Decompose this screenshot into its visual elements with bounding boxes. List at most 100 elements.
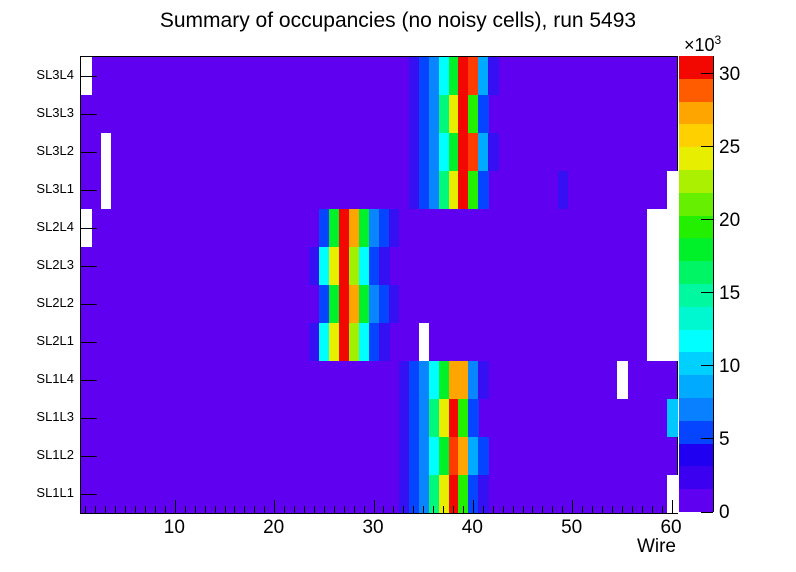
- heatmap-empty-cell-SL3L2-w3: [100, 133, 112, 172]
- colorbar-tick: [701, 219, 713, 221]
- heatmap-cell-SL3L1-w39: [458, 171, 469, 210]
- heatmap-cell-SL1L3-w39: [458, 399, 469, 438]
- x-axis-major-tick: [671, 500, 673, 513]
- heatmap-cell-SL1L3-w40: [468, 399, 479, 438]
- x-axis-minor-tick: [611, 506, 613, 513]
- heatmap-cell-SL2L4-w31: [379, 209, 390, 248]
- x-axis-minor-tick: [522, 506, 524, 513]
- x-axis-minor-tick: [363, 506, 365, 513]
- heatmap-empty-cell-SL2L3-w59: [657, 247, 668, 286]
- x-axis-minor-tick: [512, 506, 514, 513]
- x-axis-minor-tick: [294, 506, 296, 513]
- x-axis-minor-tick: [641, 506, 643, 513]
- colorbar-label-20: 20: [719, 209, 741, 231]
- colorbar-axis-line: [713, 56, 714, 512]
- heatmap-cell-SL2L2-w27: [339, 285, 350, 324]
- heatmap-cell-SL3L4-w34: [408, 57, 420, 96]
- colorbar-band: [679, 101, 713, 125]
- heatmap-cell-SL3L1-w49: [557, 171, 569, 210]
- x-axis-minor-tick: [433, 506, 435, 513]
- heatmap-cell-SL3L1-w36: [428, 171, 440, 210]
- x-axis-minor-tick: [413, 506, 415, 513]
- heatmap-cell-SL1L1-w39: [458, 475, 469, 514]
- heatmap-empty-cell-SL2L4-w58: [647, 209, 658, 248]
- y-axis-tick: [81, 227, 97, 229]
- heatmap-cell-SL2L3-w28: [349, 247, 360, 286]
- heatmap-cell-SL2L4-w28: [349, 209, 360, 248]
- x-axis-major-tick: [274, 500, 276, 513]
- heatmap-cell-SL3L2-w37: [438, 133, 450, 172]
- heatmap-cell-SL3L1-w34: [408, 171, 420, 210]
- heatmap-cell-SL3L3-w34: [408, 95, 420, 134]
- heatmap-cell-SL3L1-w37: [438, 171, 450, 210]
- colorbar-band: [679, 123, 713, 148]
- heatmap-cell-SL2L1-w28: [349, 323, 360, 362]
- heatmap-cell-SL1L4-w39: [458, 361, 469, 400]
- y-axis-tick: [81, 303, 97, 305]
- heatmap-cell-SL3L2-w38: [448, 133, 460, 172]
- heatmap-cell-SL2L1-w25: [319, 323, 330, 362]
- colorbar-label-5: 5: [719, 428, 730, 450]
- heatmap-empty-cell-SL3L1-w3: [100, 171, 112, 210]
- heatmap-empty-cell-SL2L1-w58: [647, 323, 658, 362]
- x-axis-minor-tick: [214, 506, 216, 513]
- x-axis-label-20: 20: [263, 517, 285, 538]
- heatmap-cell-SL2L4-w29: [359, 209, 370, 248]
- colorbar-band: [679, 169, 713, 193]
- x-axis-minor-tick: [482, 506, 484, 513]
- x-axis-label-50: 50: [561, 517, 583, 538]
- x-axis-minor-tick: [462, 506, 464, 513]
- x-axis-major-tick: [373, 500, 375, 513]
- y-axis-label-SL3L1: SL3L1: [36, 181, 74, 196]
- x-axis-minor-tick: [95, 506, 97, 513]
- heatmap-cell-SL2L3-w30: [369, 247, 380, 286]
- x-axis-minor-tick: [115, 506, 117, 513]
- heatmap-cell-SL2L4-w30: [369, 209, 380, 248]
- heatmap-empty-cell-SL2L3-w58: [647, 247, 658, 286]
- heatmap-cell-SL1L3-w36: [428, 399, 440, 438]
- chart-title: Summary of occupancies (no noisy cells),…: [159, 9, 637, 32]
- heatmap-cell-SL2L3-w31: [379, 247, 390, 286]
- heatmap-cell-SL3L4-w36: [428, 57, 440, 96]
- heatmap-cell-SL1L2-w39: [458, 437, 469, 476]
- y-axis-tick: [81, 455, 97, 457]
- heatmap-cell-SL2L2-w28: [349, 285, 360, 324]
- x-axis-minor-tick: [125, 506, 127, 513]
- colorbar-band: [679, 351, 713, 376]
- heatmap-cell-SL1L4-w38: [448, 361, 460, 400]
- y-axis-label-SL1L4: SL1L4: [36, 371, 74, 386]
- x-axis-minor-tick: [562, 506, 564, 513]
- heatmap-cell-SL2L1-w31: [379, 323, 390, 362]
- heatmap-empty-cell-SL2L4-w60: [667, 209, 678, 248]
- heatmap-cell-SL1L2-w40: [468, 437, 479, 476]
- heatmap-cell-SL1L1-w33: [398, 475, 410, 514]
- x-axis-minor-tick: [264, 506, 266, 513]
- x-axis-minor-tick: [651, 506, 653, 513]
- x-axis-minor-tick: [582, 506, 584, 513]
- x-axis-minor-tick: [224, 506, 226, 513]
- heatmap-cell-SL2L3-w25: [319, 247, 330, 286]
- y-axis-label-SL1L2: SL1L2: [36, 447, 74, 462]
- heatmap-cell-SL3L2-w40: [468, 133, 479, 172]
- x-axis-minor-tick: [105, 506, 107, 513]
- heatmap-cell-SL1L3-w60: [667, 399, 678, 438]
- x-axis-minor-tick: [502, 506, 504, 513]
- heatmap-cell-SL1L3-w33: [398, 399, 410, 438]
- heatmap-cell-SL1L4-w40: [468, 361, 479, 400]
- colorbar-band: [679, 329, 713, 353]
- x-axis-minor-tick: [323, 506, 325, 513]
- colorbar-band: [679, 283, 713, 307]
- y-axis-tick: [81, 75, 97, 77]
- heatmap-empty-cell-SL2L4-w59: [657, 209, 668, 248]
- heatmap-cell-SL3L2-w42: [488, 133, 499, 172]
- heatmap-cell-SL1L4-w35: [418, 361, 430, 400]
- heatmap-cell-SL2L4-w25: [319, 209, 330, 248]
- colorbar-band: [679, 192, 713, 216]
- heatmap-cell-SL3L4-w37: [438, 57, 450, 96]
- x-axis-minor-tick: [453, 506, 454, 513]
- heatmap-cell-SL3L2-w34: [408, 133, 420, 172]
- x-axis-label-30: 30: [362, 517, 384, 538]
- colorbar-label-10: 10: [719, 355, 741, 377]
- colorbar-label-25: 25: [719, 136, 741, 158]
- heatmap-cell-SL1L4-w37: [438, 361, 450, 400]
